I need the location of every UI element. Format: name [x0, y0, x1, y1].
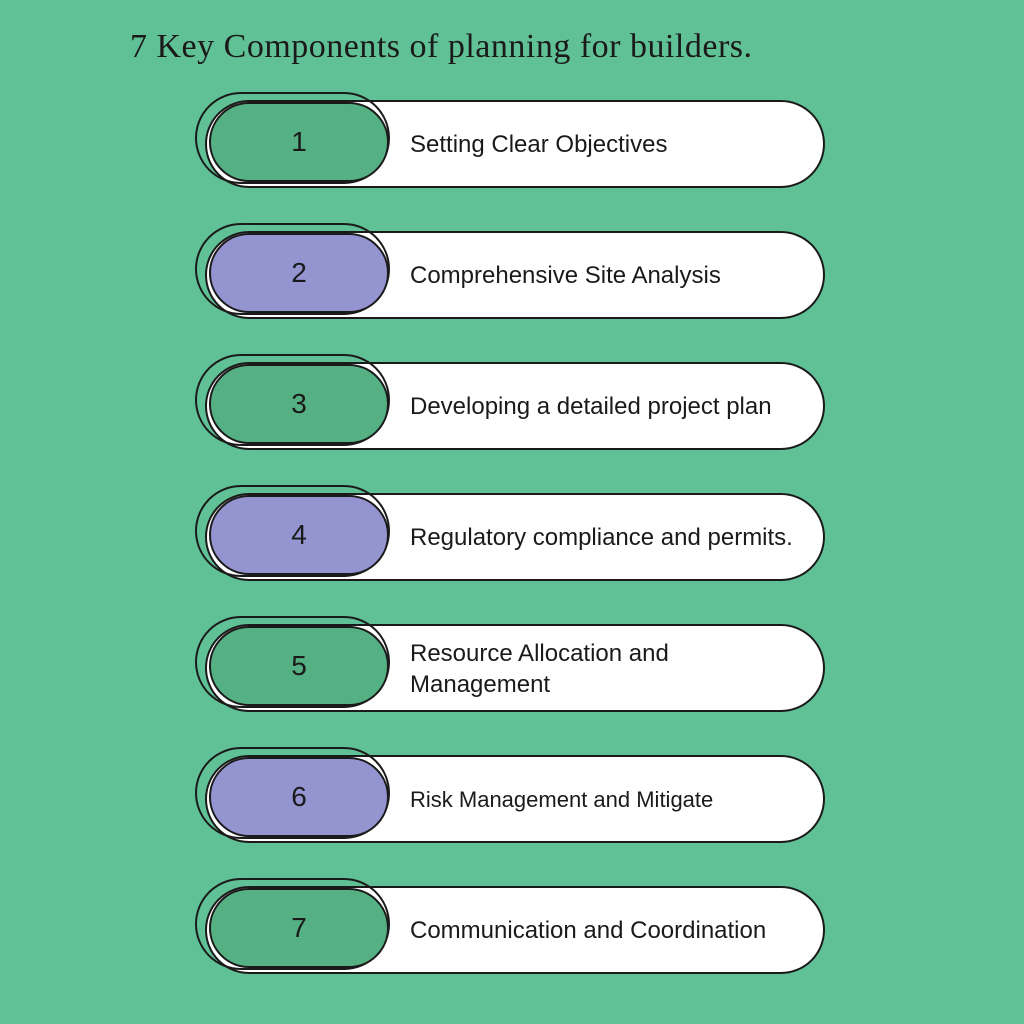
item-label: Communication and Coordination [410, 890, 805, 972]
page-title: 7 Key Components of planning for builder… [130, 28, 753, 66]
number-badge: 4 [209, 495, 389, 575]
list-item: 6 Risk Management and Mitigate [195, 747, 835, 845]
list-item: 2 Comprehensive Site Analysis [195, 223, 835, 321]
number-badge: 6 [209, 757, 389, 837]
list-item: 7 Communication and Coordination [195, 878, 835, 976]
item-label: Regulatory compliance and permits. [410, 497, 805, 579]
list-item: 4 Regulatory compliance and permits. [195, 485, 835, 583]
item-label: Comprehensive Site Analysis [410, 235, 805, 317]
item-label: Setting Clear Objectives [410, 104, 805, 186]
item-label: Resource Allocation and Management [410, 628, 805, 710]
components-list: 1 Setting Clear Objectives 2 Comprehensi… [195, 92, 835, 1009]
list-item: 5 Resource Allocation and Management [195, 616, 835, 714]
number-badge: 5 [209, 626, 389, 706]
number-badge: 1 [209, 102, 389, 182]
list-item: 1 Setting Clear Objectives [195, 92, 835, 190]
number-badge: 7 [209, 888, 389, 968]
item-label: Developing a detailed project plan [410, 366, 805, 448]
number-badge: 2 [209, 233, 389, 313]
item-label: Risk Management and Mitigate [410, 759, 805, 841]
list-item: 3 Developing a detailed project plan [195, 354, 835, 452]
number-badge: 3 [209, 364, 389, 444]
